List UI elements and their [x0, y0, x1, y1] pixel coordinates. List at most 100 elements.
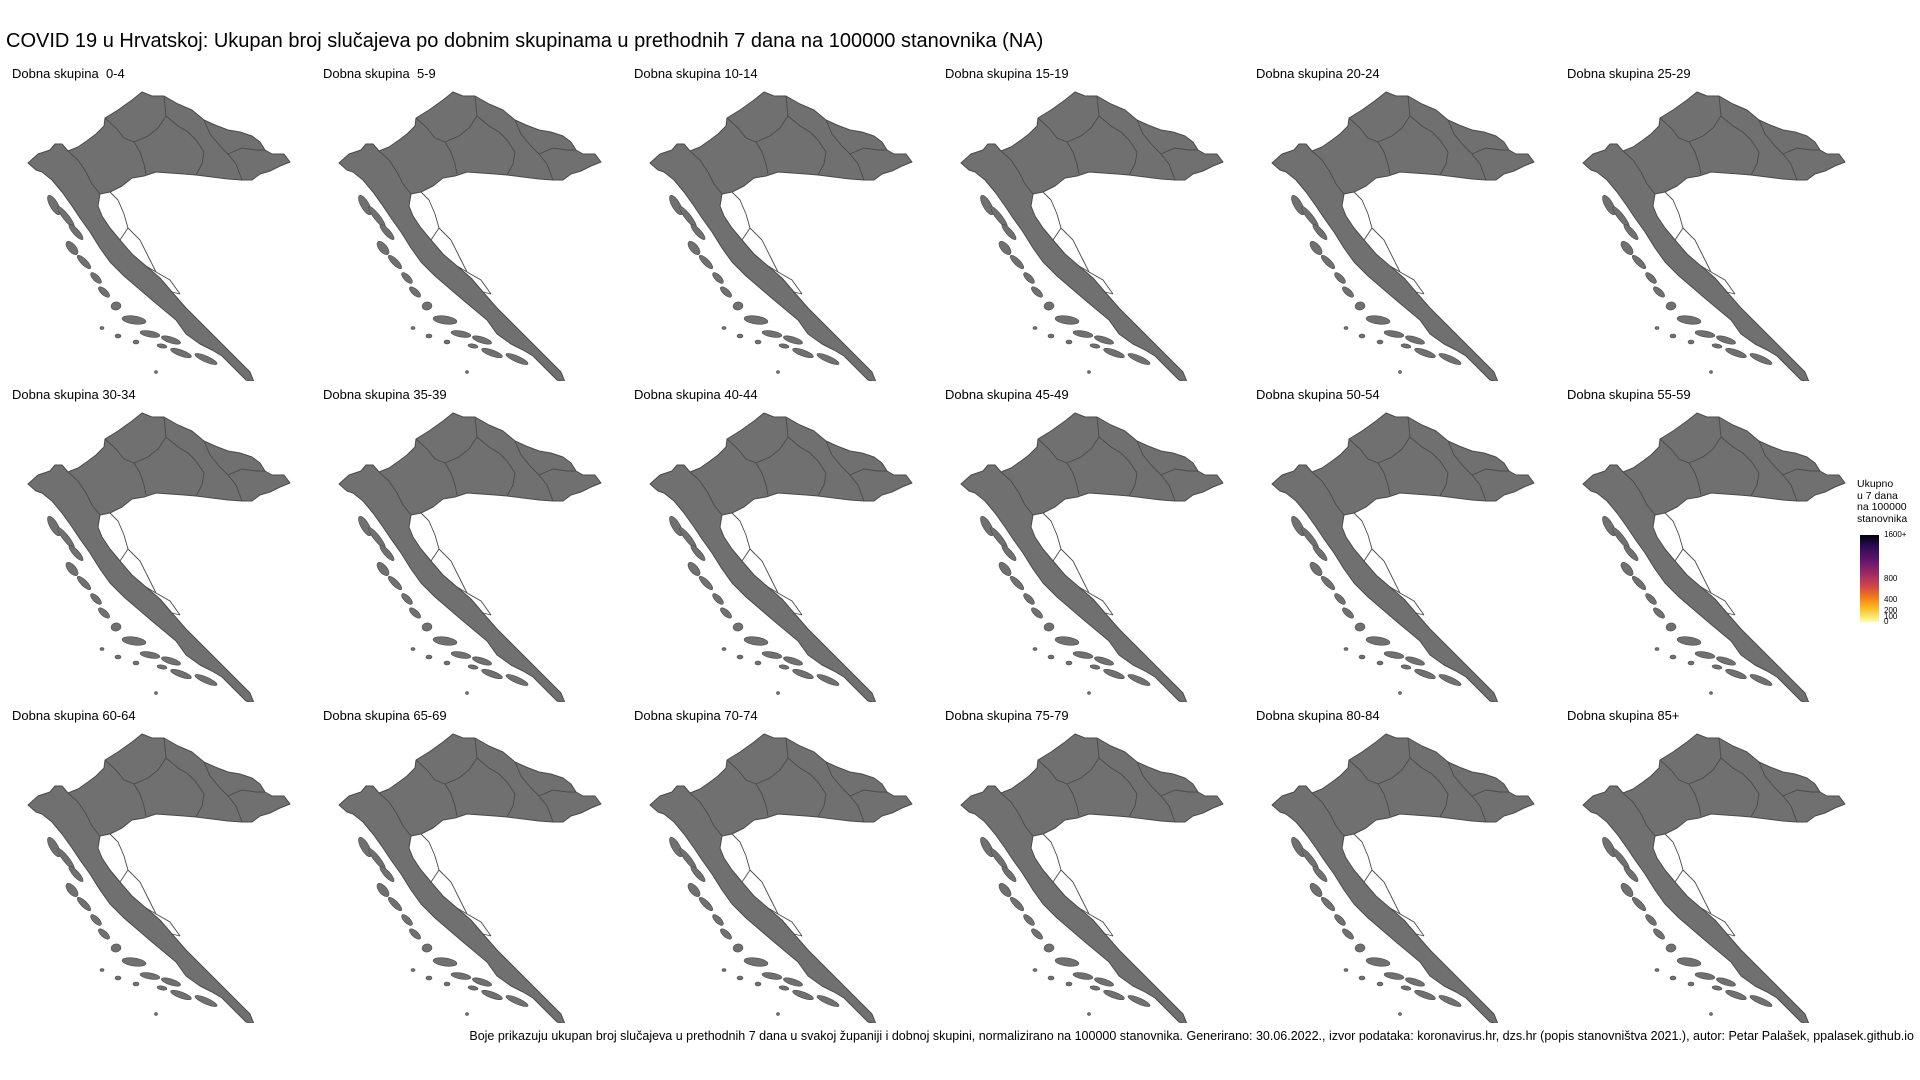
island — [783, 656, 803, 666]
croatia-map — [1582, 733, 1846, 1023]
island — [425, 975, 433, 981]
island — [1654, 326, 1660, 330]
county-border — [155, 271, 181, 295]
county-border — [726, 438, 757, 464]
county-border — [415, 438, 446, 464]
county-border — [145, 586, 157, 594]
island — [687, 883, 701, 897]
island — [68, 866, 84, 882]
county-border — [1104, 612, 1114, 616]
island — [712, 914, 724, 926]
county-border — [1782, 147, 1820, 155]
island — [792, 668, 814, 680]
county-border — [1037, 117, 1068, 143]
county-border — [1377, 737, 1411, 785]
island — [68, 545, 84, 561]
island — [410, 326, 416, 330]
island — [1358, 975, 1366, 981]
county-border — [1377, 462, 1391, 496]
county-border — [1688, 737, 1722, 785]
county-border — [145, 265, 157, 273]
county-border — [227, 789, 265, 797]
island — [1001, 545, 1017, 561]
county-border — [466, 271, 492, 295]
county-border — [514, 440, 554, 502]
county-region — [338, 91, 602, 381]
croatia-map — [338, 91, 602, 381]
croatia-map — [649, 412, 913, 702]
croatia-map — [1582, 91, 1846, 381]
small-multiples-grid: Dobna skupina 0-4 Dobna skupina 5-9 Dobn… — [6, 66, 1861, 1023]
island — [421, 301, 433, 311]
island — [816, 995, 840, 1007]
island — [114, 975, 122, 981]
legend-tick: 200 — [1884, 606, 1898, 616]
county-border — [109, 833, 129, 871]
island — [156, 664, 168, 670]
map-panel: Dobna skupina 60-64 — [6, 708, 306, 1023]
county-border — [1688, 95, 1722, 143]
county-border — [456, 907, 468, 915]
island — [1400, 664, 1412, 670]
county-border — [420, 512, 440, 550]
island — [156, 343, 168, 349]
county-border — [1037, 438, 1068, 464]
island — [1653, 928, 1665, 940]
county-border — [825, 761, 865, 823]
county-border — [415, 117, 446, 143]
island — [1631, 254, 1647, 270]
island — [1065, 339, 1073, 345]
county-border — [1664, 191, 1684, 229]
county-border — [731, 512, 751, 550]
island — [65, 241, 79, 255]
island — [76, 575, 92, 591]
island — [358, 836, 372, 858]
county-border — [787, 757, 827, 818]
island — [68, 224, 84, 240]
county-border — [731, 833, 751, 871]
county-border — [849, 468, 887, 476]
island — [1398, 1012, 1402, 1016]
island — [1725, 989, 1747, 1001]
county-border — [155, 913, 181, 937]
island — [1047, 654, 1055, 660]
island — [467, 664, 479, 670]
island — [1709, 1012, 1713, 1016]
county-border — [104, 438, 135, 464]
island — [465, 370, 469, 374]
county-border — [538, 789, 576, 797]
map-panel: Dobna skupina 65-69 — [317, 708, 617, 1023]
county-border — [466, 592, 492, 616]
county-border — [1104, 291, 1114, 295]
island — [1749, 353, 1773, 365]
island — [1687, 981, 1695, 987]
panel-label: Dobna skupina 75-79 — [945, 708, 1069, 723]
county-border — [1371, 548, 1401, 594]
county-border — [1353, 833, 1373, 871]
island — [450, 330, 472, 338]
island — [690, 545, 706, 561]
island — [669, 836, 683, 858]
county-border — [1659, 759, 1690, 785]
county-border — [482, 612, 492, 616]
county-border — [1066, 95, 1100, 143]
county-border — [741, 227, 751, 241]
map-panel: Dobna skupina 25-29 — [1561, 66, 1861, 381]
county-border — [749, 227, 779, 273]
island — [1653, 607, 1665, 619]
county-border — [127, 227, 157, 273]
croatia-map — [649, 91, 913, 381]
island — [1623, 545, 1639, 561]
island — [712, 272, 724, 284]
island — [698, 254, 714, 270]
legend-title-line: Ukupno — [1857, 478, 1894, 490]
island — [1716, 977, 1736, 987]
island — [472, 335, 492, 345]
county-border — [767, 586, 779, 594]
island — [387, 896, 403, 912]
island — [1623, 224, 1639, 240]
map-panel: Dobna skupina 10-14 — [628, 66, 928, 381]
county-border — [1042, 512, 1062, 550]
color-legend: Ukupno u 7 dana na 100000 stanovnika 160… — [1857, 478, 1917, 639]
legend-title-line: u 7 dana — [1857, 489, 1898, 502]
